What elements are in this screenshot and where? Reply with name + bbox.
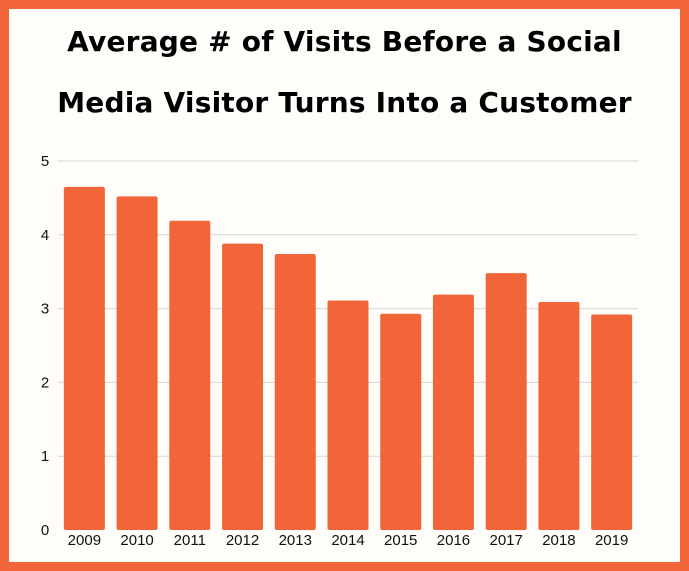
y-tick-label: 4 bbox=[41, 227, 49, 244]
x-tick-label-2013: 2013 bbox=[279, 532, 312, 549]
chart-title: Average # of Visits Before a Social Medi… bbox=[0, 22, 689, 144]
x-tick-label-2015: 2015 bbox=[384, 532, 417, 549]
y-tick-label: 1 bbox=[41, 448, 49, 465]
bars bbox=[63, 186, 633, 530]
chart-title-line-2: Media Visitor Turns Into a Customer bbox=[57, 86, 632, 119]
x-axis-labels: 2009 2010 2011 2012 2013 2014 2015 2016 2017 2018… bbox=[68, 532, 629, 549]
x-tick-label-2010: 2010 bbox=[120, 532, 153, 549]
y-tick-label: 3 bbox=[41, 301, 49, 318]
x-tick-label-2017: 2017 bbox=[489, 532, 522, 549]
bar-2011 bbox=[169, 220, 211, 530]
bar-2018 bbox=[538, 301, 580, 530]
x-tick-label-2012: 2012 bbox=[226, 532, 259, 549]
x-tick-label-2018: 2018 bbox=[542, 532, 575, 549]
x-tick-label-2009: 2009 bbox=[68, 532, 101, 549]
bar-2009 bbox=[63, 186, 105, 530]
bar-2016 bbox=[432, 294, 474, 530]
y-tick-label: 0 bbox=[41, 522, 49, 539]
bar-2017 bbox=[485, 273, 527, 530]
bar-2012 bbox=[222, 243, 264, 530]
bar-2019 bbox=[591, 314, 633, 530]
chart-title-line-1: Average # of Visits Before a Social bbox=[67, 25, 622, 58]
y-axis-ticks: 0 1 2 3 4 5 bbox=[41, 153, 49, 539]
bar-2013 bbox=[274, 253, 316, 530]
bar-2014 bbox=[327, 300, 369, 530]
y-tick-label: 5 bbox=[41, 153, 49, 170]
x-tick-label-2016: 2016 bbox=[437, 532, 470, 549]
x-tick-label-2014: 2014 bbox=[331, 532, 364, 549]
bar-2015 bbox=[380, 313, 422, 530]
bar-2010 bbox=[116, 196, 158, 530]
x-tick-label-2011: 2011 bbox=[174, 532, 206, 549]
x-tick-label-2019: 2019 bbox=[595, 532, 628, 549]
y-tick-label: 2 bbox=[41, 374, 49, 391]
